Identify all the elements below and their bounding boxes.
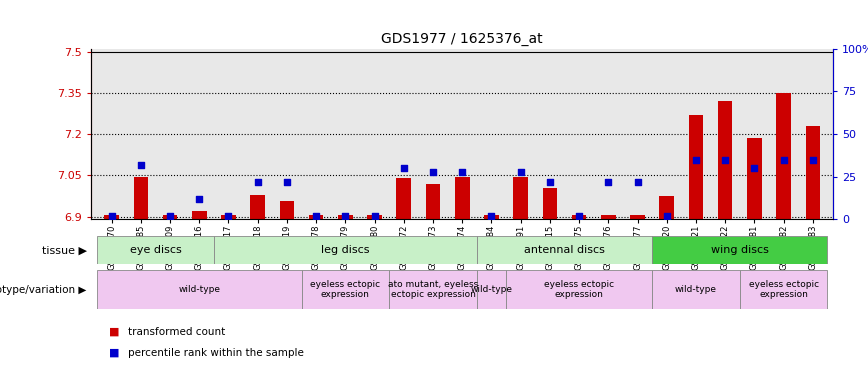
- Bar: [425, 184, 440, 219]
- Bar: [652, 270, 740, 309]
- Point: [280, 179, 294, 185]
- Bar: [776, 93, 791, 219]
- Text: tissue ▶: tissue ▶: [42, 245, 87, 255]
- Text: wild-type: wild-type: [470, 285, 512, 294]
- Bar: [134, 177, 148, 219]
- Text: ato mutant, eyeless
ectopic expression: ato mutant, eyeless ectopic expression: [388, 280, 478, 299]
- Bar: [688, 115, 703, 219]
- Bar: [309, 215, 324, 219]
- Bar: [389, 270, 477, 309]
- Text: leg discs: leg discs: [321, 245, 370, 255]
- Bar: [221, 215, 236, 219]
- Bar: [338, 215, 352, 219]
- Text: ■: ■: [108, 348, 119, 357]
- Point: [777, 157, 791, 163]
- Text: wild-type: wild-type: [675, 285, 717, 294]
- Point: [163, 213, 177, 219]
- Point: [339, 213, 352, 219]
- Bar: [192, 211, 207, 219]
- Bar: [747, 138, 762, 219]
- Point: [368, 213, 382, 219]
- Point: [630, 179, 644, 185]
- Title: GDS1977 / 1625376_at: GDS1977 / 1625376_at: [381, 32, 543, 46]
- Bar: [660, 196, 674, 219]
- Bar: [513, 177, 528, 219]
- Bar: [477, 236, 652, 264]
- Point: [309, 213, 323, 219]
- Text: percentile rank within the sample: percentile rank within the sample: [128, 348, 304, 357]
- Text: genotype/variation ▶: genotype/variation ▶: [0, 285, 87, 295]
- Bar: [477, 270, 506, 309]
- Point: [193, 196, 207, 202]
- Point: [806, 157, 819, 163]
- Bar: [104, 215, 119, 219]
- Bar: [97, 270, 301, 309]
- Bar: [572, 215, 587, 219]
- Text: transformed count: transformed count: [128, 327, 225, 337]
- Text: eyeless ectopic
expression: eyeless ectopic expression: [544, 280, 615, 299]
- Point: [221, 213, 235, 219]
- Bar: [279, 201, 294, 219]
- Point: [602, 179, 615, 185]
- Point: [718, 157, 732, 163]
- Bar: [162, 215, 177, 219]
- Bar: [97, 236, 214, 264]
- Bar: [397, 178, 411, 219]
- Text: ■: ■: [108, 327, 119, 337]
- Point: [397, 165, 411, 171]
- Text: wing discs: wing discs: [711, 245, 769, 255]
- Point: [134, 162, 148, 168]
- Bar: [367, 215, 382, 219]
- Bar: [630, 215, 645, 219]
- Text: eyeless ectopic
expression: eyeless ectopic expression: [310, 280, 380, 299]
- Point: [660, 213, 674, 219]
- Bar: [484, 215, 499, 219]
- Bar: [601, 215, 615, 219]
- Point: [747, 165, 761, 171]
- Bar: [455, 177, 470, 219]
- Point: [542, 179, 556, 185]
- Text: wild-type: wild-type: [178, 285, 220, 294]
- Text: eye discs: eye discs: [129, 245, 181, 255]
- Bar: [740, 270, 827, 309]
- Point: [689, 157, 703, 163]
- Point: [105, 213, 119, 219]
- Point: [514, 169, 528, 175]
- Text: eyeless ectopic
expression: eyeless ectopic expression: [748, 280, 819, 299]
- Point: [251, 179, 265, 185]
- Point: [484, 213, 498, 219]
- Bar: [250, 195, 265, 219]
- Point: [426, 169, 440, 175]
- Point: [456, 169, 470, 175]
- Bar: [506, 270, 652, 309]
- Text: antennal discs: antennal discs: [524, 245, 605, 255]
- Bar: [214, 236, 477, 264]
- Bar: [301, 270, 389, 309]
- Point: [572, 213, 586, 219]
- Bar: [652, 236, 827, 264]
- Bar: [718, 101, 733, 219]
- Bar: [542, 188, 557, 219]
- Bar: [806, 126, 820, 219]
